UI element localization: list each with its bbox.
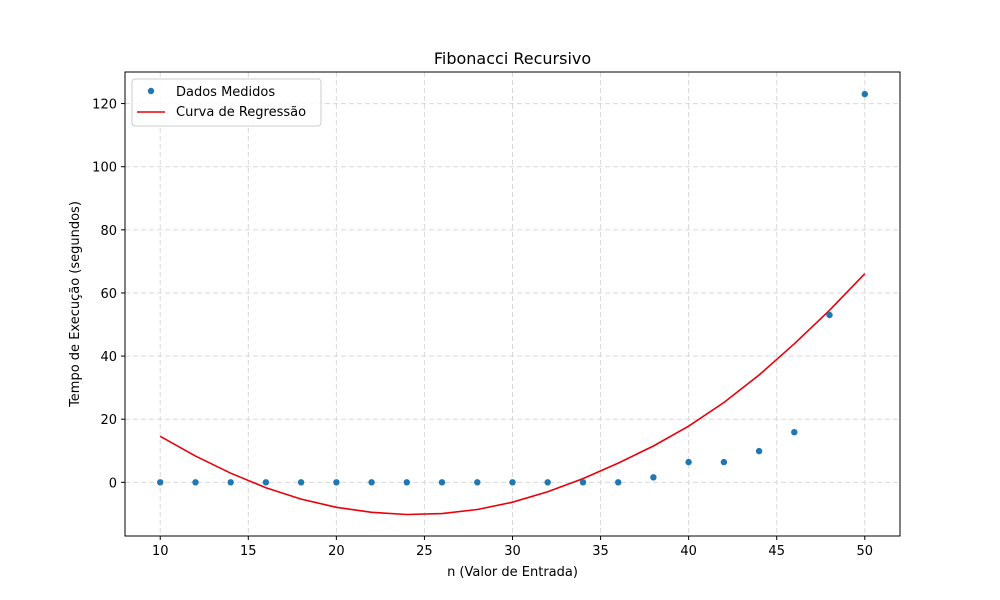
data-point-n22 (368, 479, 375, 486)
data-point-n16 (262, 479, 270, 486)
x-tick-label-20: 20 (328, 544, 345, 559)
data-point-n18 (297, 479, 305, 486)
x-tick-label-35: 35 (592, 544, 609, 559)
legend-marker-dados-medidos (147, 87, 155, 95)
y-tick-label-60: 60 (100, 287, 117, 302)
data-point-n36 (615, 479, 622, 486)
data-point-n40 (685, 458, 692, 466)
x-axis-title: n (Valor de Entrada) (447, 565, 578, 580)
x-tick-label-50: 50 (856, 544, 873, 559)
x-tick-label-45: 45 (768, 544, 785, 559)
data-point-n32 (544, 479, 551, 486)
data-point-n14 (227, 479, 234, 486)
measured-points-layer (157, 90, 868, 486)
data-point-n10 (157, 479, 164, 486)
y-tick-label-80: 80 (100, 224, 117, 239)
data-point-n26 (438, 479, 446, 486)
grid (125, 72, 900, 536)
x-tick-label-25: 25 (416, 544, 433, 559)
data-point-n24 (403, 479, 410, 486)
data-point-n34 (579, 479, 587, 486)
legend-label-curva-de-regressao: Curva de Regressão (176, 105, 306, 120)
x-tick-label-40: 40 (680, 544, 697, 559)
axis-ticks: 10 15 20 25 30 35 40 45 50 0 20 40 60 80 100 120 (92, 98, 873, 559)
x-tick-label-10: 10 (152, 544, 169, 559)
x-tick-label-30: 30 (504, 544, 521, 559)
data-point-n42 (720, 458, 728, 466)
y-tick-label-120: 120 (92, 98, 117, 113)
legend-box (131, 78, 322, 127)
data-point-n12 (192, 479, 199, 486)
y-tick-label-0: 0 (109, 476, 117, 491)
data-point-n20 (333, 479, 340, 486)
legend-label-dados-medidos: Dados Medidos (176, 85, 275, 100)
y-axis-title: Tempo de Execução (segundos) (68, 201, 83, 408)
data-point-n48 (826, 311, 833, 319)
y-tick-label-100: 100 (92, 161, 117, 176)
regression-curve-layer (159, 273, 866, 516)
y-tick-label-40: 40 (100, 350, 117, 365)
data-point-n30 (509, 479, 516, 486)
data-point-n38 (650, 474, 657, 481)
data-point-n50 (861, 90, 868, 98)
data-point-n44 (755, 447, 763, 455)
chart-title: Fibonacci Recursivo (434, 49, 591, 68)
y-tick-label-20: 20 (100, 413, 117, 428)
legend: Dados Medidos Curva de Regressão (131, 78, 322, 127)
data-point-n28 (474, 479, 481, 486)
data-point-n46 (791, 429, 798, 436)
regression-curve (159, 273, 866, 516)
x-tick-label-15: 15 (240, 544, 257, 559)
